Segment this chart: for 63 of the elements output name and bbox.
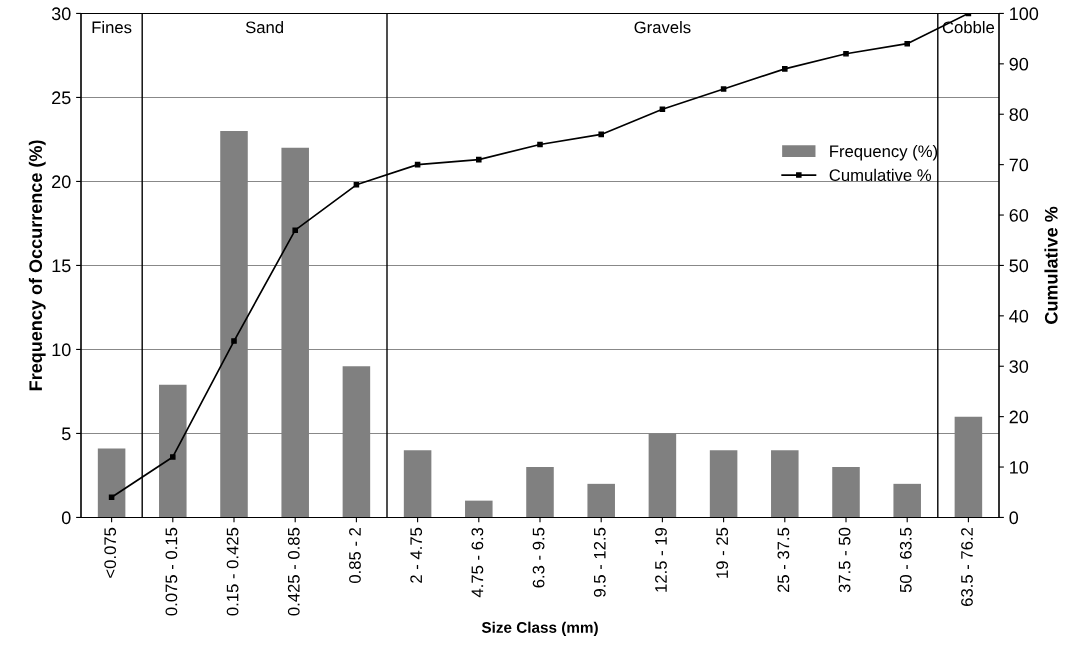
point xyxy=(170,454,176,460)
y2-tick-label: 90 xyxy=(1009,57,1029,71)
point xyxy=(659,106,666,112)
y2-tick-label: 30 xyxy=(1009,360,1029,373)
y2-tick-label: 100 xyxy=(1010,7,1039,21)
y-tick-label: 5 xyxy=(61,427,71,441)
annotation: Gravels xyxy=(634,21,691,34)
y2-tick-label: 20 xyxy=(1009,410,1029,424)
legend-label: Cumulative % xyxy=(829,168,932,182)
x-tick-label: 6.3 - 9.5 xyxy=(532,527,545,588)
point xyxy=(292,227,298,233)
y2-tick-label: 10 xyxy=(1010,460,1029,474)
point xyxy=(598,131,604,138)
bar xyxy=(403,450,432,518)
bar xyxy=(526,467,554,518)
y-axis-title: Frequency of Occurrence (%) xyxy=(28,140,46,391)
x-tick-label: 0.85 - 2 xyxy=(349,527,361,584)
legend-label: Frequency (%) xyxy=(830,144,938,161)
bar xyxy=(709,450,738,518)
point xyxy=(476,156,482,163)
point xyxy=(231,338,237,344)
y-tick-label: 20 xyxy=(52,175,71,189)
y2-tick-label: 70 xyxy=(1009,158,1029,172)
point xyxy=(537,141,543,148)
bar xyxy=(587,483,615,518)
y2-tick-label: 60 xyxy=(1009,208,1029,222)
x-tick-label: 50 - 63.5 xyxy=(899,527,912,593)
point xyxy=(904,40,910,47)
y2-axis-title: Cumulative % xyxy=(1044,206,1058,324)
y2-tick-label: 50 xyxy=(1009,259,1029,273)
annotation: Sand xyxy=(245,21,283,34)
point xyxy=(720,86,727,92)
annotation: Cobble xyxy=(942,21,995,34)
x-tick-label: 12.5 - 19 xyxy=(655,527,667,592)
x-tick-label: <0.075 xyxy=(104,527,117,578)
x-tick-label: 0.425 - 0.85 xyxy=(287,527,300,616)
x-tick-label: 0.15 - 0.425 xyxy=(226,527,239,616)
bar xyxy=(893,483,921,518)
point xyxy=(353,182,360,188)
point xyxy=(782,66,788,72)
y-tick-label: 15 xyxy=(52,259,71,273)
bar xyxy=(771,450,799,518)
y2-tick-label: 0 xyxy=(1009,511,1019,525)
y2-tick-label: 40 xyxy=(1009,309,1029,323)
bar xyxy=(97,448,126,518)
bar xyxy=(465,500,493,518)
x-tick-label: 63.5 - 76.2 xyxy=(961,527,973,606)
y-tick-label: 30 xyxy=(51,7,71,21)
y-tick-label: 25 xyxy=(52,91,71,105)
annotation: Fines xyxy=(92,21,132,34)
y2-tick-label: 80 xyxy=(1009,108,1029,121)
x-axis-title: Size Class (mm) xyxy=(481,621,598,636)
x-tick-label: 0.075 - 0.15 xyxy=(165,527,178,616)
point xyxy=(843,50,849,57)
bar xyxy=(832,467,860,518)
x-tick-label: 2 - 4.75 xyxy=(410,527,423,583)
x-tick-label: 9.5 - 12.5 xyxy=(593,527,606,597)
x-tick-label: 4.75 - 6.3 xyxy=(471,527,484,598)
x-tick-label: 19 - 25 xyxy=(716,527,729,578)
y-tick-label: 10 xyxy=(52,343,71,357)
y-tick-label: 0 xyxy=(61,511,71,525)
x-tick-label: 37.5 - 50 xyxy=(838,527,851,593)
x-tick-label: 25 - 37.5 xyxy=(777,527,790,593)
